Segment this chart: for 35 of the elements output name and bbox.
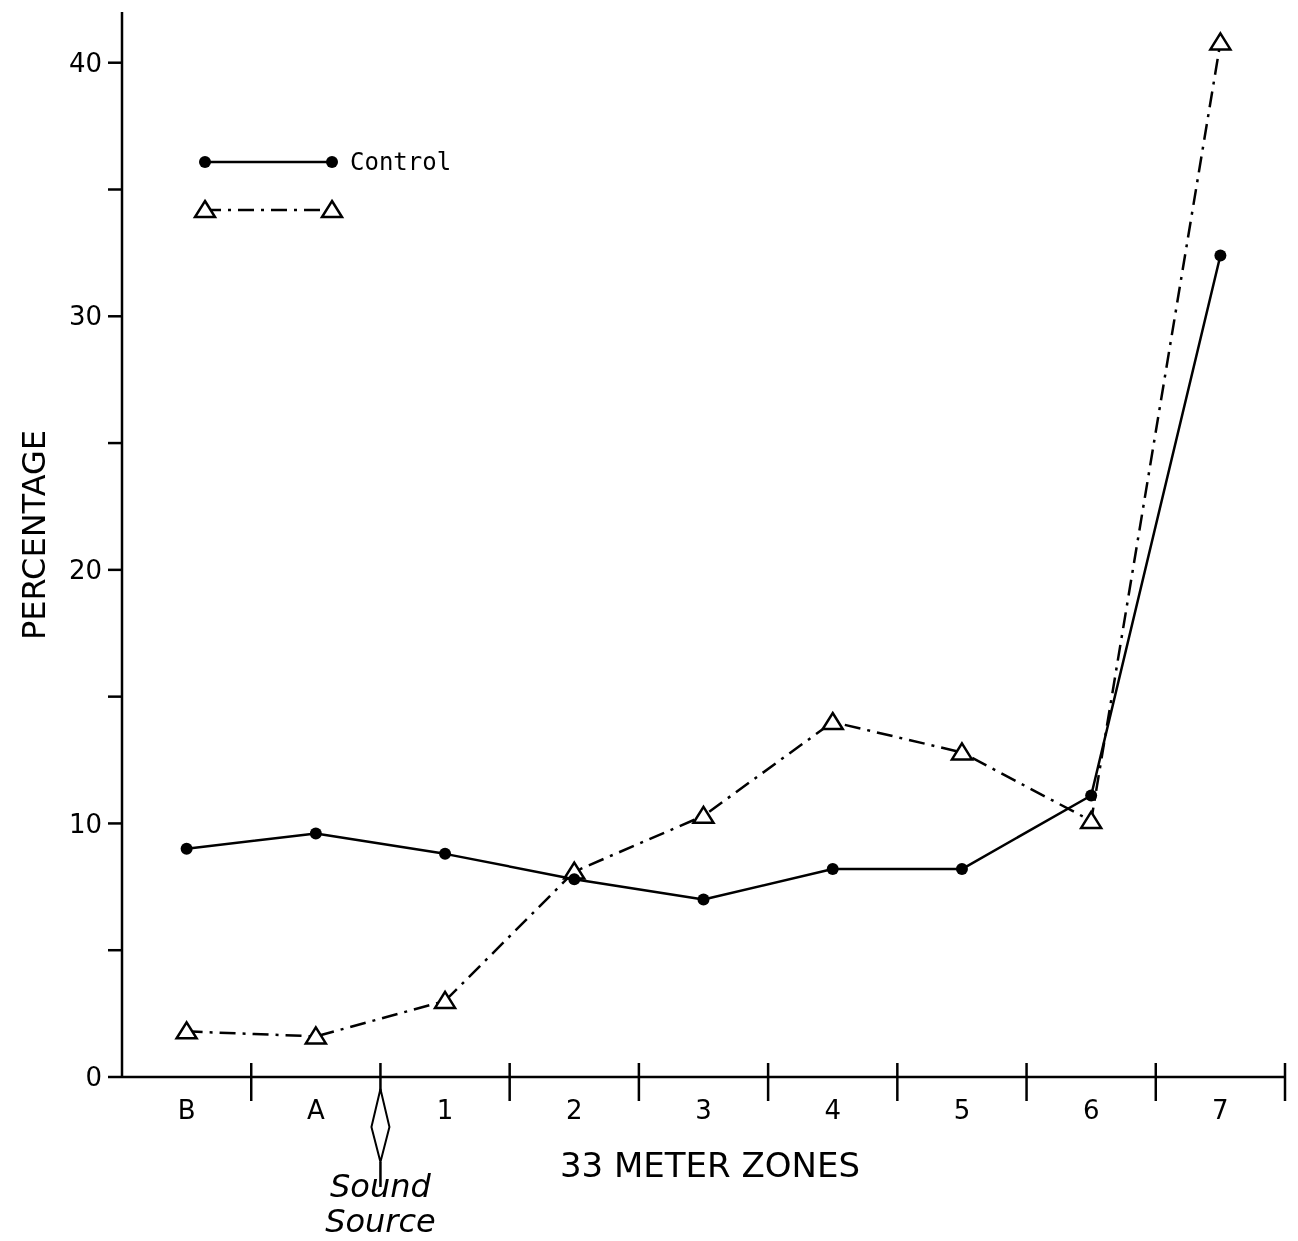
x-tick-label: 4	[824, 1095, 841, 1125]
point	[821, 711, 844, 731]
x-tick-label: B	[177, 1095, 196, 1125]
point	[180, 842, 193, 855]
point	[568, 873, 581, 886]
legend-label: Control	[350, 148, 452, 177]
point	[1085, 789, 1098, 802]
point	[304, 1026, 328, 1045]
y-axis-title: PERCENTAGE	[15, 429, 53, 641]
y-tick-label: 20	[68, 554, 102, 585]
x-tick-label: 1	[436, 1095, 454, 1125]
x-tick-label: 2	[566, 1095, 583, 1125]
x-axis-title: 33 METER ZONES	[559, 1145, 861, 1185]
y-tick-label: 10	[68, 808, 102, 839]
point	[697, 893, 710, 906]
y-tick-label: 40	[68, 47, 102, 78]
point	[1209, 32, 1232, 51]
x-tick-label: 7	[1212, 1095, 1229, 1125]
x-tick-label: 5	[953, 1095, 971, 1125]
point	[309, 827, 322, 840]
point	[439, 847, 452, 860]
text: Sound Source	[325, 1167, 436, 1240]
x-tick-label: 3	[695, 1095, 712, 1125]
point	[950, 742, 974, 761]
point	[1214, 249, 1227, 262]
point	[692, 805, 715, 825]
y-tick-label: 0	[85, 1062, 102, 1093]
y-tick-label: 30	[68, 301, 102, 332]
point	[433, 990, 457, 1010]
point	[175, 1021, 198, 1040]
point	[955, 863, 968, 876]
point	[826, 863, 839, 876]
x-tick-label: 6	[1082, 1095, 1100, 1125]
x-tick-label: A	[306, 1095, 325, 1125]
point	[1079, 810, 1103, 830]
